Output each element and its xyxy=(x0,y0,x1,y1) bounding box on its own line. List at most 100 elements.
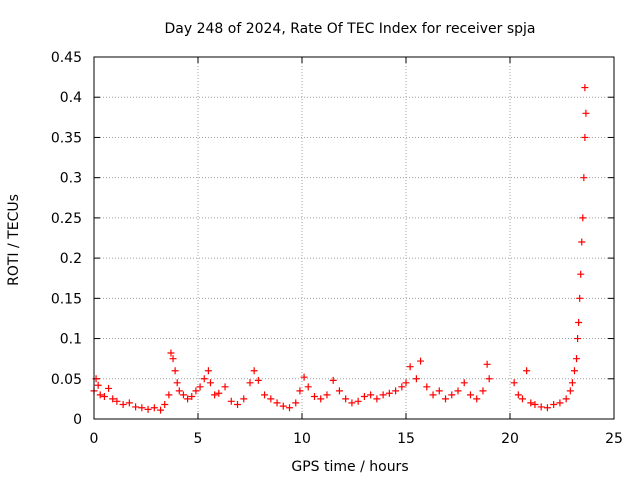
data-point xyxy=(454,387,462,395)
data-point xyxy=(196,383,204,391)
data-point xyxy=(423,383,431,391)
data-point xyxy=(466,391,474,399)
data-point xyxy=(574,335,582,343)
data-point xyxy=(317,395,325,403)
data-point xyxy=(575,318,583,326)
data-point xyxy=(286,404,294,412)
data-point xyxy=(523,367,531,375)
data-point xyxy=(580,174,588,182)
data-point xyxy=(192,387,200,395)
data-point xyxy=(94,381,102,389)
data-point xyxy=(385,389,393,397)
data-point xyxy=(578,238,586,246)
data-point xyxy=(227,397,235,405)
x-tick-label: 5 xyxy=(194,431,203,447)
data-point xyxy=(171,367,179,375)
data-point xyxy=(105,384,113,392)
data-point xyxy=(566,387,574,395)
y-tick-label: 0.15 xyxy=(51,291,82,307)
data-point xyxy=(100,392,108,400)
data-point xyxy=(568,379,576,387)
data-point xyxy=(367,391,375,399)
data-point xyxy=(175,387,183,395)
data-point xyxy=(109,395,117,403)
data-point xyxy=(581,84,589,92)
data-point xyxy=(479,387,487,395)
data-point xyxy=(165,391,173,399)
data-point xyxy=(550,401,558,409)
data-point xyxy=(246,379,254,387)
grid-lines xyxy=(94,57,614,419)
data-point xyxy=(576,294,584,302)
data-point xyxy=(279,402,287,410)
data-point xyxy=(483,360,491,368)
x-tick-label: 0 xyxy=(90,431,99,447)
data-point xyxy=(442,395,450,403)
data-point xyxy=(323,391,331,399)
y-tick-label: 0.3 xyxy=(60,171,82,187)
data-point xyxy=(206,379,214,387)
data-point xyxy=(113,397,121,405)
data-point xyxy=(417,357,425,365)
data-point xyxy=(167,349,175,357)
x-axis-label: GPS time / hours xyxy=(291,459,408,475)
data-point xyxy=(402,379,410,387)
y-tick-label: 0.2 xyxy=(60,251,82,267)
data-point xyxy=(161,401,169,409)
data-point xyxy=(460,379,468,387)
x-tick-label: 25 xyxy=(605,431,623,447)
data-point xyxy=(310,392,318,400)
data-point xyxy=(348,399,356,407)
data-point xyxy=(473,395,481,403)
data-point xyxy=(373,395,381,403)
data-point xyxy=(188,392,196,400)
data-point xyxy=(406,363,414,371)
data-point xyxy=(138,404,146,412)
data-point xyxy=(173,379,181,387)
data-point xyxy=(184,395,192,403)
y-tick-label: 0.25 xyxy=(51,211,82,227)
y-tick-label: 0.05 xyxy=(51,372,82,388)
data-point xyxy=(144,405,152,413)
data-point xyxy=(435,387,443,395)
data-point xyxy=(562,395,570,403)
data-point xyxy=(514,391,522,399)
data-point xyxy=(573,355,581,363)
data-point xyxy=(240,395,248,403)
data-point xyxy=(354,397,362,405)
x-tick-label: 15 xyxy=(397,431,415,447)
data-point xyxy=(581,133,589,141)
data-point xyxy=(157,406,165,414)
data-point xyxy=(556,399,564,407)
data-point xyxy=(379,391,387,399)
data-point xyxy=(267,395,275,403)
data-point xyxy=(254,376,262,384)
data-point xyxy=(543,404,551,412)
data-point xyxy=(296,387,304,395)
data-point xyxy=(179,391,187,399)
data-point xyxy=(211,391,219,399)
data-point xyxy=(570,367,578,375)
data-point xyxy=(261,391,269,399)
data-point xyxy=(527,399,535,407)
data-point xyxy=(300,373,308,381)
data-point xyxy=(510,379,518,387)
data-point xyxy=(200,375,208,383)
chart-title: Day 248 of 2024, Rate Of TEC Index for r… xyxy=(164,21,535,37)
data-point xyxy=(150,404,158,412)
data-point xyxy=(579,214,587,222)
data-point xyxy=(531,401,539,409)
data-point xyxy=(412,375,420,383)
data-point xyxy=(273,399,281,407)
data-point xyxy=(342,395,350,403)
data-point xyxy=(335,387,343,395)
data-point xyxy=(292,399,300,407)
data-point xyxy=(215,389,223,397)
data-point xyxy=(577,270,585,278)
data-point xyxy=(518,395,526,403)
axis-ticks: 0 0.05 0.1 0.15 0.2 0.25 0.3 0.35 0.4 0.45 0 5 10 15 2… xyxy=(51,50,623,447)
y-tick-label: 0.45 xyxy=(51,50,82,66)
data-point xyxy=(429,391,437,399)
data-point xyxy=(96,391,104,399)
